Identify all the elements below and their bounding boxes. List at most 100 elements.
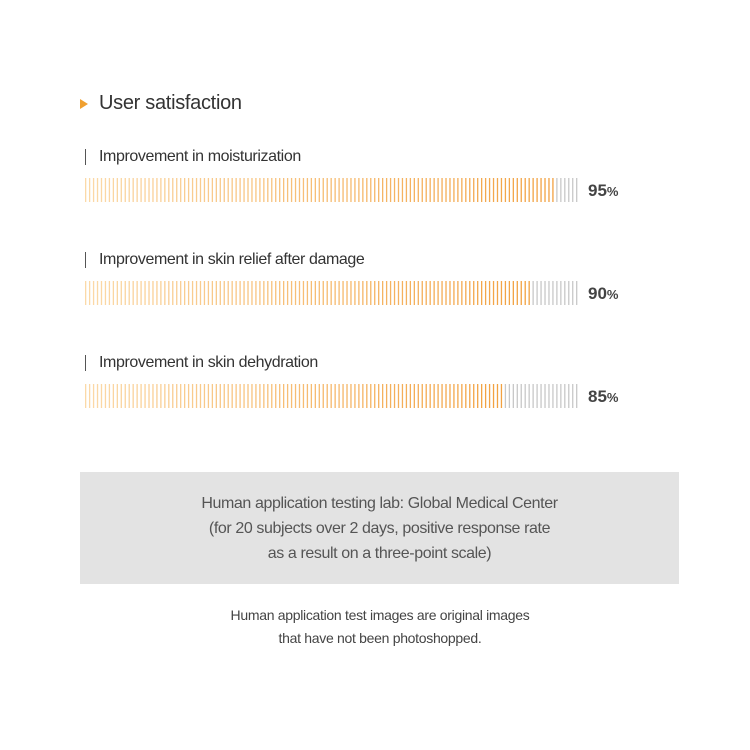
bar-stripe-filled — [247, 281, 249, 305]
bar-stripe-filled — [477, 384, 479, 408]
bar-stripe-filled — [191, 281, 194, 305]
bar-stripe-filled — [473, 281, 475, 305]
bar-stripe-filled — [211, 384, 214, 408]
bar-stripe-filled — [385, 384, 388, 408]
bar-stripe-filled — [397, 384, 400, 408]
bar-stripe-filled — [366, 178, 368, 202]
bar-stripe-filled — [453, 281, 455, 305]
bar-stripe-filled — [148, 281, 150, 305]
bar-stripe-filled — [191, 178, 194, 202]
bar-stripe-filled — [275, 384, 277, 408]
bar-stripe-filled — [488, 384, 491, 408]
bar-stripe-filled — [294, 281, 297, 305]
bar-stripe-filled — [144, 281, 146, 305]
bar-stripe-filled — [532, 178, 534, 202]
bar-stripe-filled — [207, 281, 210, 305]
bar-stripe-filled — [441, 384, 443, 408]
bar-stripe-empty — [576, 384, 578, 408]
bar-stripe-filled — [156, 384, 158, 408]
bar-stripe-filled — [425, 384, 427, 408]
bar-stripe-filled — [231, 281, 233, 305]
bar-stripe-filled — [425, 178, 427, 202]
section-title: User satisfaction — [99, 92, 242, 114]
bar-stripe-filled — [92, 178, 95, 202]
bar-stripe-filled — [160, 384, 162, 408]
bar-stripe-empty — [536, 281, 538, 305]
bar-stripe-filled — [187, 281, 190, 305]
bar-stripe-filled — [401, 281, 404, 305]
bar-stripe-filled — [306, 281, 309, 305]
bar-stripe-empty — [568, 384, 570, 408]
bar-stripe-filled — [294, 178, 297, 202]
bar-stripe-filled — [310, 384, 313, 408]
bar-stripe-filled — [279, 178, 281, 202]
bar-stripe-empty — [548, 384, 550, 408]
bar-stripe-filled — [520, 281, 522, 305]
bar-stripe-filled — [310, 178, 313, 202]
bar-stripe-filled — [219, 178, 221, 202]
bar-stripe-filled — [350, 178, 352, 202]
bar-stripe-filled — [243, 178, 245, 202]
bar-stripe-filled — [96, 178, 99, 202]
section-heading: User satisfaction — [80, 92, 242, 115]
bar-stripe-filled — [457, 178, 459, 202]
bar-stripe-empty — [556, 281, 558, 305]
bar-stripe-filled — [417, 281, 419, 305]
test-info-line: Human application testing lab: Global Me… — [201, 494, 558, 512]
bar-stripe-filled — [283, 178, 285, 202]
bar-stripe-filled — [231, 384, 233, 408]
bar-stripe-filled — [286, 384, 289, 408]
bar-stripe-empty — [572, 281, 574, 305]
bar-stripe-filled — [469, 281, 471, 305]
bar-stripe-filled — [235, 281, 237, 305]
bar-stripe-filled — [334, 281, 336, 305]
test-info-line: as a result on a three-point scale) — [267, 544, 492, 562]
bar-stripe-filled — [520, 178, 522, 202]
bar-stripe-filled — [370, 281, 372, 305]
bar-stripe-filled — [378, 384, 380, 408]
bar-stripe-filled — [124, 178, 126, 202]
bar-stripe-filled — [389, 384, 392, 408]
bar-stripe-filled — [180, 384, 182, 408]
bar-stripe-filled — [362, 281, 364, 305]
bar-stripe-empty — [520, 384, 522, 408]
bar-stripe-filled — [405, 281, 408, 305]
bar-stripe-filled — [306, 178, 309, 202]
bar-stripe-filled — [132, 281, 134, 305]
bar-stripe-filled — [239, 178, 241, 202]
bar-stripe-filled — [211, 281, 214, 305]
bar-stripe-filled — [326, 178, 328, 202]
bar-stripe-filled — [500, 384, 503, 408]
bar-stripe-filled — [326, 281, 328, 305]
bar-stripe-filled — [378, 178, 380, 202]
metric-label: Improvement in skin dehydration — [99, 354, 318, 371]
bar-stripe-filled — [453, 384, 455, 408]
bar-stripe-filled — [164, 281, 166, 305]
bar-stripe-filled — [199, 384, 202, 408]
bar-stripe-filled — [374, 281, 376, 305]
bar-stripe-filled — [172, 384, 174, 408]
bar-stripe-filled — [449, 281, 451, 305]
bar-stripe-filled — [461, 281, 463, 305]
percent-value: 95% — [588, 181, 619, 200]
bar-stripe-filled — [100, 384, 103, 408]
bar-stripe-filled — [187, 384, 190, 408]
bar-stripe-filled — [267, 281, 269, 305]
test-info-box: Human application testing lab: Global Me… — [80, 472, 679, 584]
bar-stripe-filled — [413, 281, 415, 305]
bar-stripe-filled — [100, 178, 103, 202]
bar-stripe-filled — [421, 178, 423, 202]
bar-stripe-filled — [104, 384, 107, 408]
bar-stripe-filled — [243, 384, 245, 408]
bar-stripe-empty — [540, 384, 542, 408]
bar-stripe-filled — [96, 281, 99, 305]
bar-stripe-empty — [552, 384, 554, 408]
bar-stripe-filled — [338, 178, 340, 202]
bar-stripe-filled — [294, 384, 297, 408]
bar-stripe-filled — [370, 384, 372, 408]
bar-stripe-filled — [492, 178, 495, 202]
bar-stripe-filled — [156, 281, 158, 305]
bar-stripe-filled — [481, 384, 483, 408]
bar-stripe-filled — [366, 281, 368, 305]
bar-stripe-filled — [492, 384, 495, 408]
